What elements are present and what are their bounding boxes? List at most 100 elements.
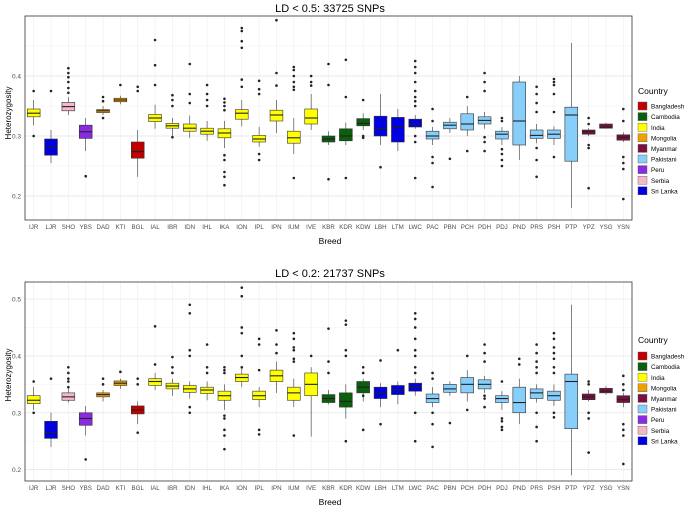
- plot-border: [24, 15, 633, 221]
- x-tick-label: LBH: [375, 224, 387, 231]
- outlier-point: [622, 388, 625, 392]
- outlier-point: [223, 368, 226, 372]
- box-PRS: [529, 129, 544, 139]
- outlier-point: [292, 80, 296, 84]
- legend-label: Peru: [651, 167, 665, 174]
- outlier-point: [84, 458, 87, 461]
- outlier-point: [292, 337, 296, 341]
- outlier-point: [535, 92, 538, 96]
- outlier-point: [240, 29, 244, 33]
- x-tick-label: YSN: [617, 224, 630, 231]
- outlier-point: [292, 357, 296, 361]
- outlier-point: [413, 80, 417, 84]
- legend-swatch-myanmar: [637, 394, 648, 403]
- legend-label: Bangladesh: [651, 354, 685, 361]
- x-tick-label: YPZ: [583, 485, 595, 492]
- outlier-point: [552, 365, 556, 369]
- x-tick-label: DAD: [97, 224, 111, 231]
- x-tick-label: YSN: [617, 485, 630, 492]
- outlier-point: [483, 80, 486, 84]
- outlier-point: [67, 380, 70, 383]
- outlier-point: [188, 101, 192, 105]
- x-tick-label: YPZ: [583, 224, 595, 231]
- outlier-point: [292, 331, 296, 335]
- x-tick-label: LWC: [409, 485, 423, 492]
- legend-label: Sri Lanka: [651, 438, 678, 445]
- outlier-point: [257, 87, 261, 91]
- outlier-point: [188, 303, 192, 307]
- x-tick-label: IVE: [306, 224, 316, 231]
- legend-label: Peru: [651, 417, 665, 424]
- outlier-point: [275, 71, 278, 75]
- legend-swatch-peru: [637, 415, 648, 424]
- outlier-point: [327, 177, 330, 181]
- outlier-point: [552, 371, 556, 375]
- outlier-point: [535, 101, 538, 105]
- outlier-point: [483, 140, 486, 144]
- outlier-point: [119, 370, 122, 374]
- legend-label: India: [651, 375, 665, 382]
- x-tick-label: ION: [236, 485, 247, 492]
- outlier-point: [483, 394, 486, 398]
- outlier-point: [552, 83, 556, 87]
- outlier-point: [500, 158, 504, 162]
- outlier-point: [413, 65, 417, 69]
- box-PCH: [460, 113, 474, 131]
- outlier-point: [292, 176, 296, 180]
- x-tick-label: IJR: [29, 224, 39, 231]
- outlier-point: [622, 197, 625, 201]
- outlier-point: [535, 175, 538, 179]
- x-tick-label: KTI: [116, 485, 126, 492]
- outlier-point: [413, 99, 417, 103]
- outlier-point: [413, 95, 417, 99]
- outlier-point: [344, 58, 348, 62]
- legend-label: Cambodia: [651, 364, 680, 371]
- box-PND: [512, 81, 526, 146]
- outlier-point: [327, 83, 330, 87]
- outlier-point: [188, 411, 192, 415]
- outlier-point: [240, 331, 244, 335]
- outlier-point: [240, 85, 244, 89]
- outlier-point: [535, 425, 538, 429]
- outlier-point: [483, 71, 486, 75]
- outlier-point: [67, 86, 70, 90]
- legend-swatch-pakistani: [637, 404, 648, 414]
- outlier-point: [223, 417, 226, 420]
- legend-title: Country: [638, 86, 669, 96]
- outlier-point: [136, 431, 140, 434]
- x-tick-label: PSH: [548, 224, 561, 231]
- legend-label: Serbia: [651, 178, 670, 185]
- legend-swatch-india: [637, 373, 648, 382]
- outlier-point: [205, 104, 209, 108]
- outlier-point: [448, 157, 452, 161]
- outlier-point: [327, 62, 330, 66]
- outlier-point: [257, 428, 261, 432]
- x-tick-label: PND: [513, 224, 527, 231]
- outlier-point: [413, 104, 417, 108]
- x-tick-label: PCH: [461, 224, 474, 231]
- outlier-point: [240, 326, 244, 329]
- x-tick-label: IKA: [219, 224, 230, 231]
- x-tick-label: PDH: [478, 485, 491, 492]
- outlier-point: [257, 337, 261, 341]
- panel-2-title: LD < 0.2: 21737 SNPs: [275, 268, 385, 280]
- outlier-point: [344, 95, 348, 99]
- outlier-point: [309, 84, 313, 87]
- outlier-point: [188, 348, 192, 352]
- outlier-point: [361, 365, 365, 369]
- outlier-point: [587, 417, 590, 420]
- outlier-point: [587, 146, 590, 150]
- outlier-point: [431, 371, 434, 375]
- outlier-point: [500, 164, 504, 168]
- outlier-point: [500, 428, 504, 432]
- outlier-point: [361, 394, 365, 398]
- y-tick-label: 0.4: [12, 353, 21, 360]
- outlier-point: [535, 158, 538, 162]
- outlier-point: [223, 428, 226, 432]
- outlier-point: [136, 377, 140, 380]
- x-tick-label: IPN: [271, 224, 281, 231]
- outlier-point: [483, 351, 486, 355]
- outlier-point: [431, 119, 434, 123]
- outlier-point: [361, 134, 365, 138]
- outlier-point: [292, 88, 296, 92]
